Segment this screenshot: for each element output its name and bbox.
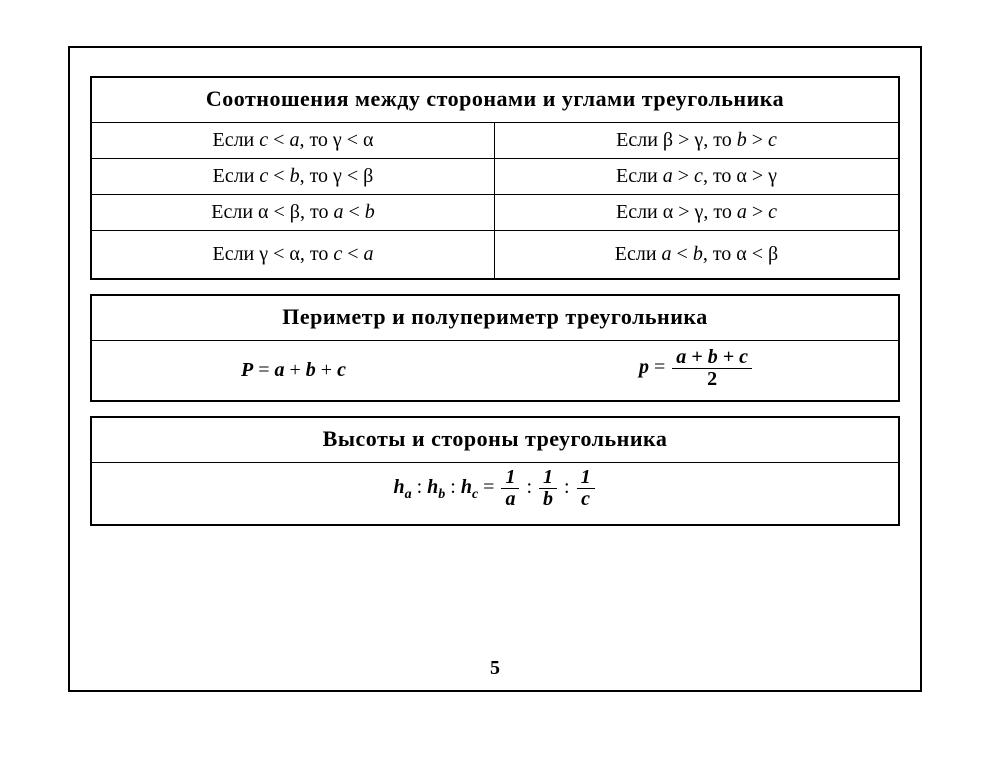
relation-row: Если c < a, то γ < αЕсли β > γ, то b > c — [92, 123, 898, 159]
block3-title: Высоты и стороны треугольника — [92, 418, 898, 463]
relation-row: Если γ < α, то c < aЕсли a < b, то α < β — [92, 231, 898, 278]
relation-right: Если α > γ, то a > c — [495, 195, 898, 230]
block-heights: Высоты и стороны треугольника ha : hb : … — [90, 416, 900, 526]
block-perimeter: Периметр и полупериметр треугольника P =… — [90, 294, 900, 402]
relation-right: Если a > c, то α > γ — [495, 159, 898, 194]
page-content: Соотношения между сторонами и углами тре… — [70, 48, 920, 526]
relation-left: Если γ < α, то c < a — [92, 231, 495, 278]
relation-row: Если c < b, то γ < βЕсли a > c, то α > γ — [92, 159, 898, 195]
page-number: 5 — [70, 657, 920, 680]
relation-left: Если α < β, то a < b — [92, 195, 495, 230]
relation-right: Если a < b, то α < β — [495, 231, 898, 278]
block-relations: Соотношения между сторонами и углами тре… — [90, 76, 900, 280]
relation-row: Если α < β, то a < bЕсли α > γ, то a > c — [92, 195, 898, 231]
block2-formula-row: P = a + b + c p = a + b + c2 — [92, 341, 898, 400]
block2-title: Периметр и полупериметр треугольника — [92, 296, 898, 341]
semiperimeter-formula: p = a + b + c2 — [495, 341, 898, 400]
perimeter-formula: P = a + b + c — [92, 341, 495, 400]
block1-title: Соотношения между сторонами и углами тре… — [92, 78, 898, 123]
page-frame: Соотношения между сторонами и углами тре… — [68, 46, 922, 692]
relation-left: Если c < a, то γ < α — [92, 123, 495, 158]
relation-left: Если c < b, то γ < β — [92, 159, 495, 194]
relation-right: Если β > γ, то b > c — [495, 123, 898, 158]
heights-formula: ha : hb : hc = 1a : 1b : 1c — [92, 463, 898, 524]
